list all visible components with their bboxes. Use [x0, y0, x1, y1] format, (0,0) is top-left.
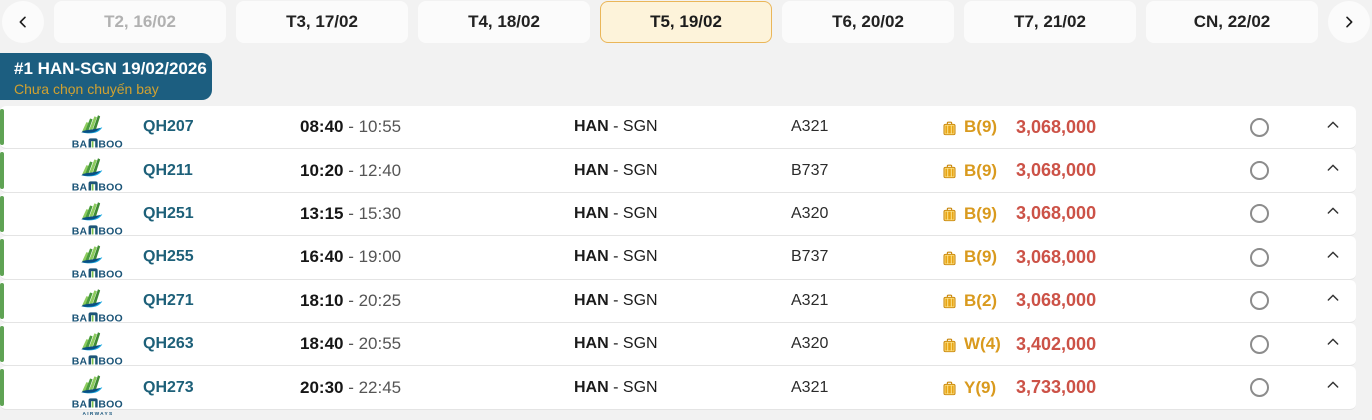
svg-text:BOO: BOO [98, 399, 122, 411]
svg-text:BA: BA [72, 269, 88, 281]
svg-text:BA: BA [72, 399, 88, 411]
svg-text:BOO: BOO [98, 269, 122, 281]
